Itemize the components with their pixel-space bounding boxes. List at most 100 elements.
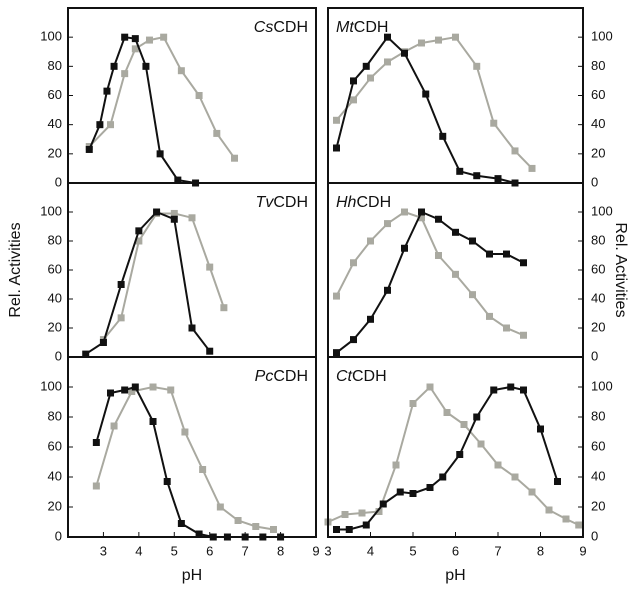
series-line bbox=[88, 36, 196, 184]
marker bbox=[362, 521, 370, 529]
marker bbox=[418, 214, 425, 222]
title-suffix: CDH bbox=[273, 194, 308, 211]
y-tick-label: 60 bbox=[591, 87, 605, 102]
marker bbox=[473, 413, 481, 421]
marker bbox=[96, 121, 104, 129]
marker bbox=[195, 530, 203, 538]
marker bbox=[452, 228, 459, 236]
marker bbox=[358, 509, 366, 517]
marker bbox=[460, 421, 468, 428]
x-tick-label: 6 bbox=[206, 543, 213, 558]
marker bbox=[439, 132, 447, 140]
marker bbox=[145, 36, 153, 44]
marker bbox=[350, 77, 357, 85]
marker bbox=[269, 526, 277, 533]
title-suffix: CDH bbox=[352, 368, 387, 385]
title-species: Hh bbox=[336, 194, 357, 211]
panel-title: CtCDH bbox=[336, 368, 387, 385]
marker bbox=[131, 35, 139, 43]
marker bbox=[199, 466, 207, 473]
marker bbox=[456, 451, 464, 458]
y-tick-label: 0 bbox=[591, 174, 598, 189]
marker bbox=[99, 339, 107, 346]
marker bbox=[177, 520, 185, 527]
x-tick-label: 3 bbox=[324, 543, 331, 558]
x-tick-label: 8 bbox=[537, 543, 544, 558]
marker bbox=[575, 521, 583, 529]
series-line bbox=[335, 36, 533, 170]
y-tick-label: 0 bbox=[55, 348, 62, 363]
marker bbox=[345, 526, 353, 533]
marker bbox=[409, 490, 417, 497]
marker bbox=[149, 383, 157, 391]
marker bbox=[350, 336, 357, 344]
marker bbox=[528, 164, 536, 172]
marker bbox=[520, 386, 527, 394]
title-suffix: CDH bbox=[356, 194, 391, 211]
x-tick-label: 7 bbox=[242, 543, 249, 558]
y-tick-label: 80 bbox=[591, 408, 605, 423]
marker bbox=[490, 386, 498, 394]
marker bbox=[384, 58, 391, 66]
marker bbox=[117, 281, 125, 288]
marker bbox=[469, 291, 476, 299]
y-tick-label: 20 bbox=[591, 319, 605, 334]
marker bbox=[252, 523, 260, 530]
marker bbox=[426, 484, 434, 491]
marker bbox=[528, 488, 536, 496]
marker bbox=[384, 220, 391, 228]
x-tick-label: 9 bbox=[579, 543, 586, 558]
y-axis-label: Rel. Activities bbox=[7, 222, 24, 317]
marker bbox=[554, 478, 561, 485]
y-tick-label: 60 bbox=[591, 261, 605, 276]
panel-title: TvCDH bbox=[256, 194, 308, 211]
marker bbox=[350, 96, 357, 104]
marker bbox=[520, 259, 527, 267]
y-tick-label: 60 bbox=[48, 87, 62, 102]
title-species: Ct bbox=[336, 368, 353, 385]
marker bbox=[153, 208, 161, 216]
series-line bbox=[327, 385, 580, 526]
series-line bbox=[95, 385, 274, 531]
marker bbox=[486, 250, 493, 258]
title-species: Mt bbox=[336, 19, 354, 36]
marker bbox=[220, 304, 228, 312]
y-tick-label: 40 bbox=[48, 290, 62, 305]
y-tick-label: 60 bbox=[48, 438, 62, 453]
y-tick-label: 80 bbox=[591, 58, 605, 73]
marker bbox=[401, 208, 408, 216]
marker bbox=[452, 33, 459, 41]
marker bbox=[562, 515, 570, 523]
x-tick-label: 4 bbox=[135, 543, 142, 558]
marker bbox=[545, 506, 553, 514]
y-tick-label: 80 bbox=[48, 58, 62, 73]
marker bbox=[439, 473, 447, 481]
marker bbox=[401, 49, 408, 57]
marker bbox=[216, 503, 224, 511]
y-tick-label: 100 bbox=[40, 378, 62, 393]
y-tick-label: 20 bbox=[48, 145, 62, 160]
marker bbox=[511, 147, 519, 155]
marker bbox=[507, 383, 515, 391]
marker bbox=[473, 62, 481, 70]
y-tick-label: 60 bbox=[591, 438, 605, 453]
marker bbox=[135, 237, 143, 245]
marker bbox=[131, 45, 139, 53]
y-tick-label: 40 bbox=[48, 468, 62, 483]
marker bbox=[435, 252, 442, 259]
marker bbox=[503, 324, 510, 332]
marker bbox=[121, 70, 129, 78]
title-suffix: CDH bbox=[273, 368, 308, 385]
x-tick-label: 6 bbox=[452, 543, 459, 558]
series-line bbox=[88, 36, 236, 159]
y-tick-label: 100 bbox=[591, 378, 613, 393]
title-species: Cs bbox=[254, 19, 274, 36]
marker bbox=[422, 90, 430, 98]
y-tick-label: 40 bbox=[591, 468, 605, 483]
series-line bbox=[335, 210, 524, 354]
marker bbox=[452, 270, 459, 278]
y-tick-label: 80 bbox=[48, 408, 62, 423]
marker bbox=[170, 209, 178, 217]
panel-title: CsCDH bbox=[254, 19, 308, 36]
